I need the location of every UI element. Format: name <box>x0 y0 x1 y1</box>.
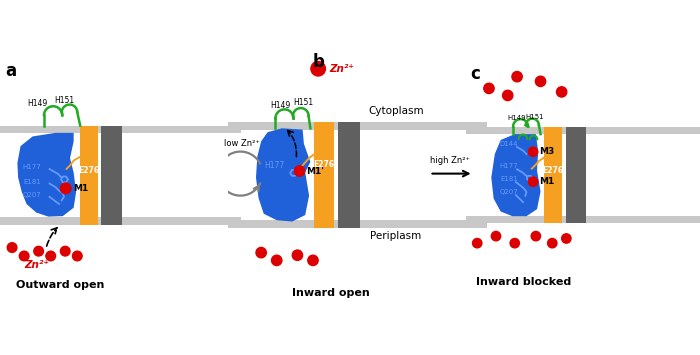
Text: E181: E181 <box>500 176 518 182</box>
Circle shape <box>510 239 519 248</box>
Text: Q207: Q207 <box>500 189 518 195</box>
Circle shape <box>531 231 540 241</box>
Text: H151: H151 <box>526 114 544 120</box>
Text: Zn²⁺: Zn²⁺ <box>24 260 49 270</box>
Text: H177: H177 <box>264 162 284 170</box>
Polygon shape <box>256 128 310 222</box>
Circle shape <box>484 83 494 94</box>
Text: M1: M1 <box>540 177 555 186</box>
Text: E276: E276 <box>542 166 564 175</box>
Circle shape <box>294 166 304 176</box>
Text: E181: E181 <box>23 179 41 185</box>
Circle shape <box>556 87 567 97</box>
Text: E276: E276 <box>314 160 335 169</box>
Bar <box>466 216 700 223</box>
Text: Zn²⁺: Zn²⁺ <box>329 64 354 74</box>
Text: H151: H151 <box>293 98 314 107</box>
Circle shape <box>311 61 326 76</box>
Text: c: c <box>470 65 480 83</box>
Text: H149: H149 <box>27 99 48 108</box>
Text: Cytoplasm: Cytoplasm <box>368 106 423 116</box>
Text: H151: H151 <box>54 95 74 105</box>
Bar <box>228 220 486 228</box>
Circle shape <box>491 231 500 241</box>
Polygon shape <box>491 134 540 216</box>
Circle shape <box>7 243 17 252</box>
Circle shape <box>528 147 538 157</box>
Text: Inward open: Inward open <box>292 288 370 298</box>
Text: Inward blocked: Inward blocked <box>477 277 572 286</box>
Circle shape <box>34 246 43 256</box>
Text: low Zn²⁺: low Zn²⁺ <box>223 140 260 148</box>
Bar <box>544 127 561 223</box>
Bar <box>80 126 98 225</box>
Circle shape <box>561 234 571 243</box>
Circle shape <box>293 250 302 260</box>
Bar <box>0 217 241 225</box>
Circle shape <box>73 251 82 261</box>
Circle shape <box>547 239 557 248</box>
Text: Q207: Q207 <box>22 192 41 198</box>
Circle shape <box>60 246 70 256</box>
Text: E276: E276 <box>78 166 99 175</box>
Bar <box>338 122 360 228</box>
Text: M1': M1' <box>307 166 325 175</box>
Text: H149: H149 <box>270 100 290 110</box>
Circle shape <box>503 90 513 100</box>
Text: high Zn²⁺: high Zn²⁺ <box>430 156 470 165</box>
Text: H177: H177 <box>500 163 518 169</box>
Circle shape <box>528 177 538 186</box>
Circle shape <box>308 255 318 266</box>
Bar <box>466 127 700 134</box>
Text: D144: D144 <box>500 141 518 147</box>
Circle shape <box>46 251 55 261</box>
Text: M3: M3 <box>540 147 555 156</box>
Circle shape <box>256 247 266 258</box>
Circle shape <box>473 239 482 248</box>
Bar <box>566 127 586 223</box>
Circle shape <box>512 71 522 82</box>
Polygon shape <box>18 133 76 217</box>
Circle shape <box>536 76 546 87</box>
Text: a: a <box>5 61 16 80</box>
Circle shape <box>272 255 282 266</box>
Circle shape <box>20 251 29 261</box>
Circle shape <box>60 183 71 194</box>
Text: b: b <box>313 53 325 71</box>
Bar <box>228 122 486 130</box>
Text: Outward open: Outward open <box>16 280 104 290</box>
Text: H177: H177 <box>22 164 41 170</box>
Text: H149: H149 <box>508 115 526 121</box>
Bar <box>314 122 334 228</box>
Text: M1: M1 <box>74 184 89 193</box>
Text: Periplasm: Periplasm <box>370 231 421 241</box>
Bar <box>102 126 122 225</box>
Bar <box>0 126 241 133</box>
